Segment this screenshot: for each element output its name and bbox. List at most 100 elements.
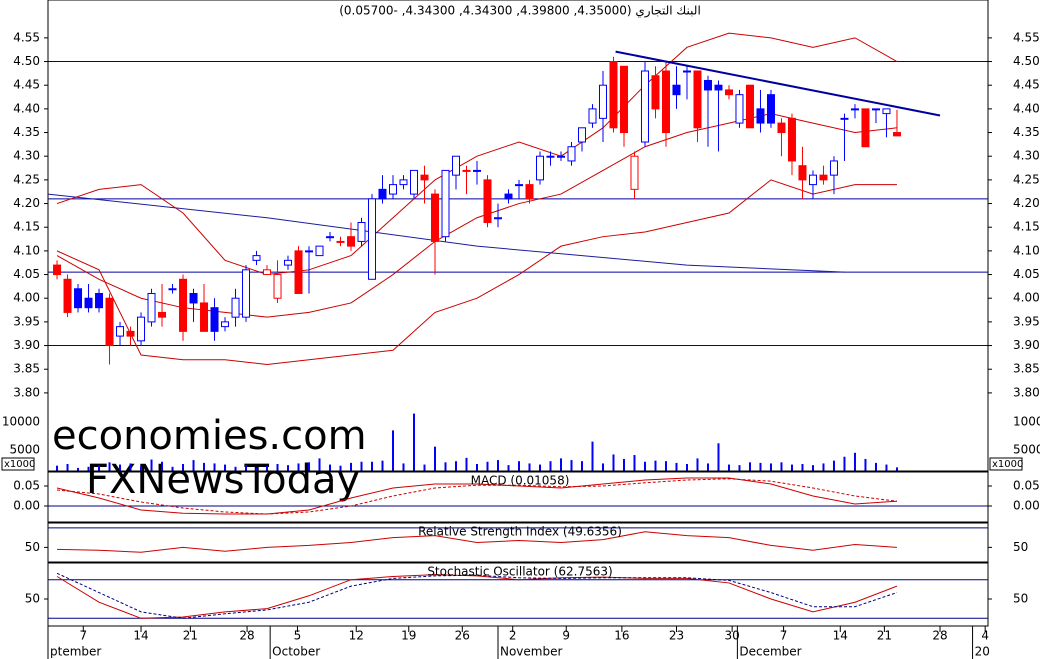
candle-body (556, 155, 565, 158)
candle-body (808, 174, 817, 186)
candle-body (378, 188, 387, 200)
candle-body (714, 84, 723, 91)
price-plot (48, 32, 988, 471)
watermark: economies.com (52, 413, 367, 459)
candle-body (420, 174, 429, 181)
candle-body (693, 70, 702, 129)
candle-body (263, 269, 272, 276)
watermark: FXNewsToday (86, 457, 360, 503)
candle-body (473, 169, 482, 172)
candle-body (735, 94, 744, 124)
candle-body (535, 155, 544, 181)
panel-title: Stochastic Oscillator (62.7563) (427, 565, 612, 579)
volume-bar (864, 458, 867, 471)
volume-bar (423, 464, 426, 471)
y-tick-label: 4.15 (13, 220, 40, 234)
x-tick-label: 28 (239, 629, 254, 643)
unit-box (989, 457, 1023, 471)
volume-bar (811, 465, 814, 471)
panel-title: Relative Strength Index (49.6356) (418, 525, 622, 539)
volume-bar (727, 464, 730, 471)
y-tick-label: 50 (25, 540, 40, 554)
volume-bar (612, 454, 615, 471)
x-tick-label: 9 (562, 629, 570, 643)
volume-bar (580, 461, 583, 471)
volume-bar (392, 430, 395, 471)
x-tick-label: 14 (833, 629, 848, 643)
volume-bar (769, 463, 772, 471)
candle-body (504, 193, 513, 200)
indicator-line (56, 574, 898, 619)
candle-body (95, 292, 104, 309)
y-tick-label: 50 (1013, 592, 1028, 606)
candle-body (819, 174, 828, 181)
candle-body (567, 146, 576, 162)
volume-bar (675, 462, 678, 471)
candle-body (242, 269, 251, 318)
volume-bar (685, 464, 688, 471)
panel-frame (47, 0, 989, 472)
overlay-line (48, 193, 845, 273)
candle-body (305, 250, 314, 253)
x-tick-label: 23 (669, 629, 684, 643)
volume-bar (801, 464, 804, 471)
candle-body (514, 184, 523, 187)
x-tick-label: 7 (780, 629, 788, 643)
volume-bar (98, 465, 101, 471)
volume-bar (622, 458, 625, 471)
candle-body (53, 264, 62, 276)
candle-body (221, 321, 230, 328)
candle-body (168, 288, 177, 291)
x-tick-label: 12 (349, 629, 364, 643)
candle-body (147, 292, 156, 323)
candle-body (798, 165, 807, 181)
y-tick-label: 4.20 (1013, 196, 1040, 210)
x-tick-label: 21 (183, 629, 198, 643)
x-tick-label: 7 (79, 629, 87, 643)
volume-bar (874, 462, 877, 471)
x-tick-label: 19 (401, 629, 416, 643)
volume-bar (318, 458, 321, 471)
volume-bar (413, 413, 416, 471)
volume-bar (822, 463, 825, 471)
volume-bar (591, 441, 594, 471)
y-tick-label: 4.05 (1013, 267, 1040, 281)
volume-bar (790, 464, 793, 471)
candle-body (273, 274, 282, 299)
candle-body (640, 70, 649, 143)
volume-bar (182, 464, 185, 471)
volume-bar (224, 464, 227, 471)
volume-bar (434, 446, 437, 471)
volume-bar (570, 460, 573, 471)
volume-tick-label: 5000 (1013, 443, 1040, 457)
candle-body (336, 240, 345, 243)
volume-bar (119, 464, 122, 471)
candle-body (116, 326, 125, 337)
volume-bar (308, 462, 311, 471)
candle-body (137, 316, 146, 342)
y-tick-label: 4.30 (1013, 149, 1040, 163)
x-tick-label: 5 (294, 629, 302, 643)
volume-bar (140, 466, 143, 471)
candle-body (252, 255, 261, 261)
candle-body (850, 108, 859, 111)
y-tick-label: 3.90 (1013, 338, 1040, 352)
volume-bar (538, 464, 541, 471)
candle-body (588, 108, 597, 124)
y-tick-label: 0.05 (13, 479, 40, 493)
volume-bar (759, 462, 762, 471)
candle-body (158, 311, 167, 318)
volume-bar (108, 462, 111, 471)
candle-body (672, 84, 681, 96)
candle-body (703, 79, 712, 91)
volume-bar (203, 462, 206, 471)
volume-bar (853, 452, 856, 471)
y-tick-label: 4.15 (1013, 220, 1040, 234)
volume-bar (56, 465, 59, 471)
volume-bar (276, 464, 279, 471)
volume-bar (77, 467, 80, 471)
x-tick-label: 2 (509, 629, 517, 643)
candle-body (619, 65, 628, 134)
y-tick-label: 4.00 (1013, 291, 1040, 305)
indicator-line (56, 572, 898, 619)
